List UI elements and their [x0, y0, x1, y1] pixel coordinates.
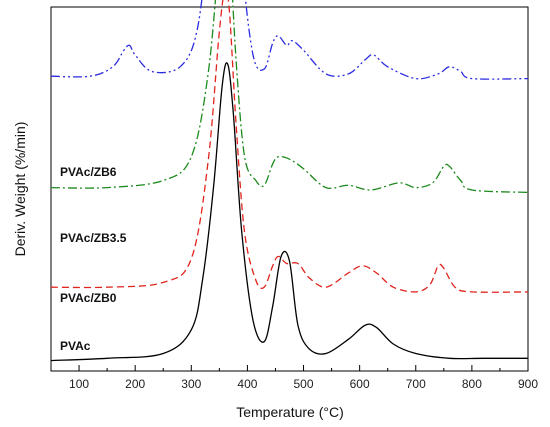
x-axis-title: Temperature (°C) [236, 404, 344, 420]
x-tick-label-400: 400 [237, 377, 257, 391]
series-labels: PVAc PVAc/ZB0 PVAc/ZB3.5 PVAc/ZB6 [60, 165, 127, 353]
series-label-pvac-zb3-5: PVAc/ZB3.5 [60, 231, 127, 245]
x-axis-ticks [50, 365, 529, 371]
x-tick-label-800: 800 [462, 377, 482, 391]
x-tick-label-100: 100 [69, 377, 89, 391]
x-tick-label-900: 900 [518, 377, 538, 391]
x-axis-tick-labels: 100 200 300 400 500 600 700 800 900 [69, 377, 538, 391]
series-label-pvac: PVAc [60, 339, 91, 353]
x-tick-label-500: 500 [294, 377, 314, 391]
series-label-pvac-zb6: PVAc/ZB6 [60, 165, 117, 179]
series-line-pvac-zb6 [50, 0, 529, 80]
series-line-pvac-zb3-5 [50, 0, 529, 194]
series-line-pvac [50, 62, 528, 362]
x-tick-label-200: 200 [125, 377, 145, 391]
series-lines [50, 0, 529, 362]
series-label-pvac-zb0: PVAc/ZB0 [60, 291, 117, 305]
x-tick-label-700: 700 [406, 377, 426, 391]
x-tick-label-300: 300 [181, 377, 201, 391]
plot-frame [50, 6, 529, 372]
x-tick-label-600: 600 [350, 377, 370, 391]
y-axis-title: Deriv. Weight (%/min) [12, 122, 28, 257]
